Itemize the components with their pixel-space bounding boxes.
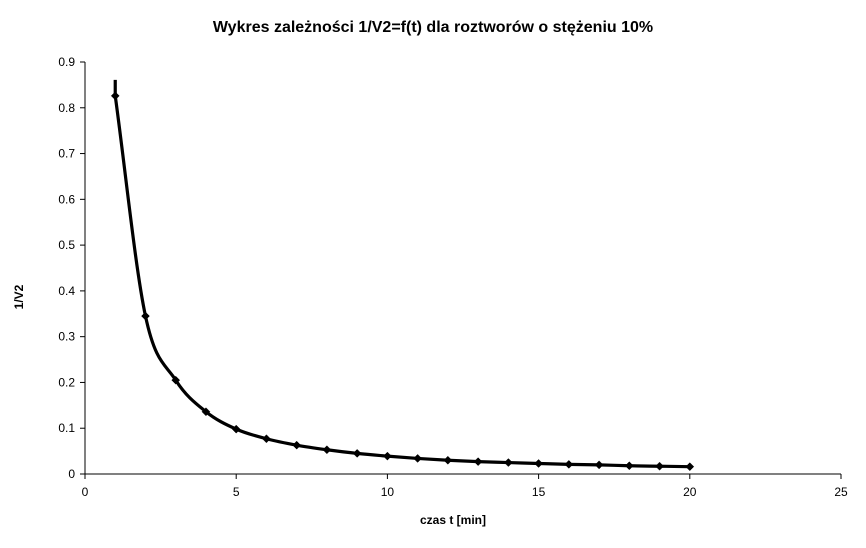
- data-point-marker: [413, 454, 422, 463]
- x-tick-label: 15: [532, 485, 546, 499]
- y-tick-label: 0: [68, 467, 75, 481]
- data-point-marker: [383, 451, 392, 461]
- data-point-marker: [110, 91, 120, 101]
- data-point-marker: [171, 375, 181, 385]
- data-point-marker: [534, 459, 543, 468]
- data-point-marker: [322, 445, 332, 455]
- x-axis-label: czas t [min]: [419, 513, 486, 527]
- y-tick-label: 0.5: [58, 238, 75, 252]
- data-point-marker: [504, 458, 513, 467]
- y-tick-label: 0.9: [58, 55, 75, 69]
- data-point-marker: [594, 460, 604, 470]
- x-tick-label: 5: [233, 485, 240, 499]
- data-point-marker: [141, 311, 150, 321]
- data-point-marker: [655, 461, 664, 471]
- data-point-marker: [473, 457, 483, 466]
- y-tick-label: 0.2: [58, 375, 75, 389]
- y-tick-label: 0.1: [58, 421, 75, 435]
- y-tick-label: 0.8: [58, 101, 75, 115]
- data-point-marker: [624, 461, 634, 471]
- data-point-marker: [685, 462, 695, 472]
- series-line: [113, 79, 690, 469]
- data-point-marker: [231, 424, 241, 434]
- x-tick-label: 25: [834, 485, 848, 499]
- x-tick-label: 0: [82, 485, 89, 499]
- y-tick-label: 0.4: [58, 284, 75, 298]
- x-tick-label: 20: [683, 485, 697, 499]
- data-point-marker: [262, 434, 271, 444]
- data-point-marker: [201, 407, 211, 417]
- data-point-marker: [443, 455, 453, 465]
- y-tick-label: 0.6: [58, 192, 75, 206]
- data-point-marker: [352, 449, 362, 458]
- y-tick-label: 0.7: [58, 147, 75, 161]
- x-tick-label: 10: [381, 485, 395, 499]
- chart-title: Wykres zależności 1/V2=f(t) dla roztworó…: [212, 19, 654, 36]
- y-tick-label: 0.3: [58, 330, 75, 344]
- data-point-marker: [564, 460, 574, 469]
- data-point-marker: [292, 440, 302, 450]
